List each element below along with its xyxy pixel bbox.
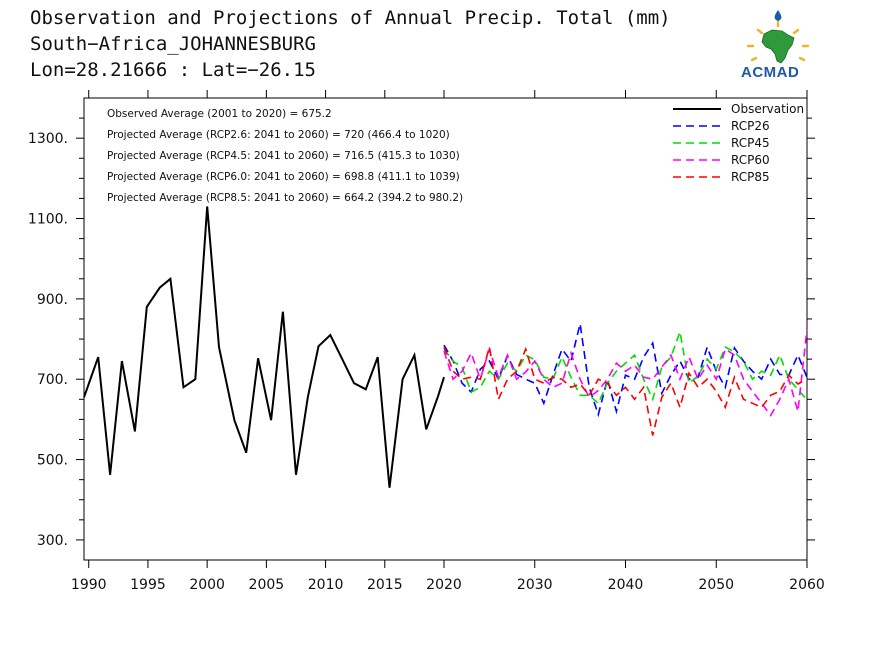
annotation-text: Projected Average (RCP8.5: 2041 to 2060)… (107, 192, 463, 204)
series-line-rcp26 (443, 323, 808, 418)
annotation-text: Observed Average (2001 to 2020) = 675.2 (107, 108, 332, 120)
legend-label: RCP26 (731, 119, 770, 133)
africa-map-icon (761, 29, 795, 64)
legend-label: RCP45 (731, 136, 770, 150)
x-tick-label: 1990 (71, 577, 107, 593)
y-tick-label: 300. (37, 533, 68, 549)
x-tick-label: 2000 (189, 577, 225, 593)
series-line-rcp85 (443, 346, 808, 436)
plot-frame (83, 97, 808, 561)
x-tick-label: 2050 (698, 577, 734, 593)
y-tick-label: 500. (37, 453, 68, 469)
annotation-text: Projected Average (RCP2.6: 2041 to 2060)… (107, 129, 450, 141)
y-tick-label: 700. (37, 372, 68, 388)
annotation-text: Projected Average (RCP6.0: 2041 to 2060)… (107, 171, 460, 183)
location-label: South−Africa_JOHANNESBURG (30, 33, 316, 55)
acmad-logo (746, 10, 810, 64)
water-drop-icon (774, 10, 782, 21)
x-tick-label: 2040 (608, 577, 644, 593)
x-tick-label: 2020 (426, 577, 462, 593)
x-tick-label: 1995 (130, 577, 166, 593)
legend-label: RCP60 (731, 153, 770, 167)
x-tick-label: 2015 (367, 577, 403, 593)
series-line-rcp45 (443, 328, 808, 405)
x-tick-label: 2030 (517, 577, 553, 593)
annotation-text: Projected Average (RCP4.5: 2041 to 2060)… (107, 150, 460, 162)
x-tick-label: 2010 (308, 577, 344, 593)
chart-title: Observation and Projections of Annual Pr… (30, 7, 671, 29)
series-line-observation (83, 206, 445, 488)
x-tick-label: 2005 (249, 577, 285, 593)
legend-label: Observation (731, 102, 804, 116)
y-tick-label: 900. (37, 292, 68, 308)
sun-rays-icon (746, 20, 810, 62)
y-tick-label: 1300. (28, 131, 68, 147)
logo-text: ACMAD (741, 64, 800, 81)
x-tick-label: 2060 (789, 577, 825, 593)
legend-label: RCP85 (731, 170, 770, 184)
coords-label: Lon=28.21666 : Lat=−26.15 (30, 59, 316, 81)
y-tick-label: 1100. (28, 212, 68, 228)
series-line-rcp60 (443, 328, 808, 417)
